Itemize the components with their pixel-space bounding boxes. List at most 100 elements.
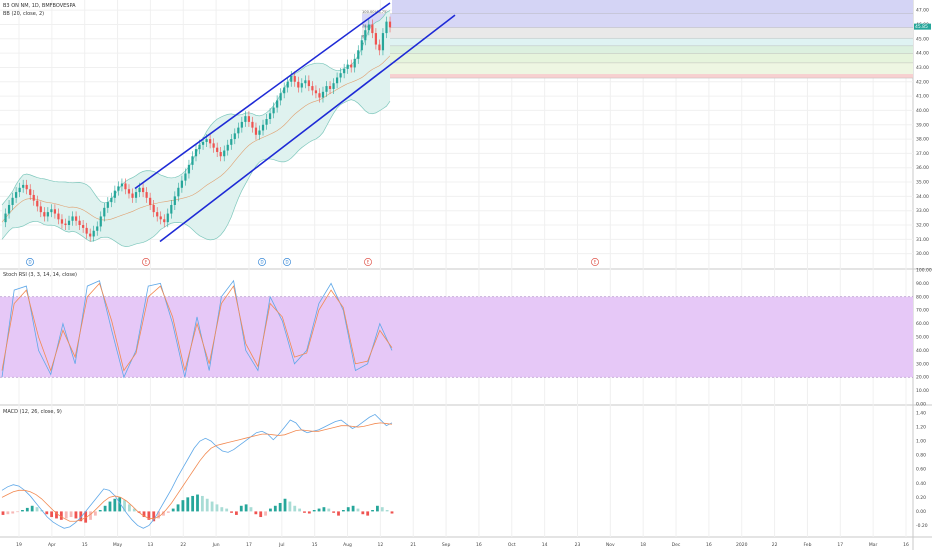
macd-histogram-bar bbox=[273, 505, 277, 512]
macd-histogram-bar bbox=[30, 505, 34, 512]
y-tick-label: 30.00 bbox=[916, 361, 929, 367]
macd-histogram-bar bbox=[93, 511, 97, 516]
macd-histogram-bar bbox=[215, 504, 219, 512]
event-marker-label: E bbox=[145, 260, 148, 265]
candle bbox=[364, 30, 367, 41]
candle bbox=[343, 68, 346, 74]
candle bbox=[145, 192, 148, 198]
macd-histogram-bar bbox=[235, 511, 238, 515]
candle bbox=[120, 183, 124, 187]
candle bbox=[283, 87, 286, 94]
channel-upper-line bbox=[134, 2, 391, 190]
x-tick-label: 15 bbox=[82, 542, 88, 548]
macd-histogram-bar bbox=[366, 511, 370, 516]
y-tick-label: -0.20 bbox=[916, 523, 928, 529]
macd-histogram-bar bbox=[108, 501, 112, 512]
candle bbox=[325, 86, 328, 92]
macd-histogram-bar bbox=[385, 510, 389, 512]
x-tick-label: May bbox=[113, 542, 123, 548]
macd-histogram-bar bbox=[55, 511, 58, 519]
macd-histogram-bar bbox=[259, 511, 263, 518]
candle bbox=[11, 197, 14, 205]
candle bbox=[152, 204, 155, 213]
macd-histogram-bar bbox=[361, 511, 365, 515]
x-tick-label: 16 bbox=[706, 542, 712, 548]
y-tick-label: 90.00 bbox=[916, 281, 929, 287]
macd-histogram-bar bbox=[162, 511, 165, 516]
macd-histogram-bar bbox=[79, 511, 83, 522]
macd-histogram-bar bbox=[371, 510, 374, 512]
y-tick-label: 60.00 bbox=[916, 321, 929, 327]
macd-histogram-bar bbox=[25, 507, 29, 512]
candle bbox=[163, 219, 166, 223]
macd-histogram-bar bbox=[307, 511, 311, 514]
stoch-legend: Stoch RSI (3, 3, 14, 14, close) bbox=[3, 272, 77, 278]
candle bbox=[74, 216, 78, 221]
bb-fill bbox=[2, 10, 390, 247]
candle bbox=[311, 86, 314, 91]
candle bbox=[43, 212, 46, 217]
event-marker-icon bbox=[591, 258, 599, 266]
candle bbox=[67, 220, 71, 226]
macd-histogram-bar bbox=[293, 505, 297, 512]
macd-histogram-bar bbox=[191, 495, 195, 512]
macd-histogram-bar bbox=[113, 498, 117, 512]
x-tick-label: 17 bbox=[837, 542, 843, 548]
macd-histogram-bar bbox=[269, 508, 272, 512]
candle bbox=[265, 119, 268, 125]
candle bbox=[15, 192, 18, 198]
candle bbox=[230, 139, 233, 145]
candle bbox=[293, 76, 296, 82]
macd-histogram-bar bbox=[45, 511, 49, 515]
candle bbox=[53, 209, 57, 214]
candle bbox=[82, 225, 85, 228]
x-tick-label: 16 bbox=[476, 542, 482, 548]
candle bbox=[4, 213, 7, 223]
y-tick-label: 10.00 bbox=[916, 388, 929, 394]
candle bbox=[191, 156, 194, 165]
candle bbox=[159, 216, 162, 220]
candle bbox=[240, 121, 243, 128]
y-tick-label: 100.00 bbox=[916, 268, 932, 274]
last-price-badge bbox=[914, 23, 931, 30]
fib-label: 100.00(46.75) bbox=[362, 10, 388, 14]
event-marker-icon bbox=[283, 258, 291, 266]
y-tick-label: 31.00 bbox=[916, 237, 929, 243]
candle bbox=[297, 81, 300, 88]
macd-histogram-bar bbox=[380, 507, 384, 512]
candle bbox=[46, 212, 49, 217]
y-tick-label: 1.20 bbox=[916, 425, 926, 431]
y-tick-label: 40.00 bbox=[916, 348, 929, 354]
candle bbox=[201, 141, 205, 145]
x-tick-label: Mar bbox=[869, 542, 878, 548]
y-tick-label: 70.00 bbox=[916, 308, 929, 314]
macd-histogram-bar bbox=[298, 508, 302, 512]
fib-zone bbox=[362, 45, 913, 54]
x-tick-label: 22 bbox=[180, 542, 186, 548]
candle bbox=[205, 139, 208, 142]
macd-signal-line bbox=[1, 422, 393, 522]
candle bbox=[226, 144, 229, 151]
y-tick-label: 47.00 bbox=[916, 8, 929, 14]
event-marker-label: E bbox=[367, 260, 370, 265]
macd-histogram-bar bbox=[157, 511, 160, 519]
y-tick-label: 0.20 bbox=[916, 495, 926, 501]
last-price-label: 45.85 bbox=[915, 24, 928, 30]
macd-histogram-bar bbox=[249, 507, 253, 512]
macd-histogram-bar bbox=[35, 507, 39, 512]
y-tick-label: 38.00 bbox=[916, 137, 929, 143]
macd-histogram-bar bbox=[327, 508, 331, 512]
macd-histogram-bar bbox=[69, 511, 73, 518]
macd-macd-line bbox=[1, 413, 393, 529]
macd-histogram-bar bbox=[186, 497, 190, 512]
fib-zone bbox=[362, 27, 913, 39]
bb-lower-line bbox=[1, 99, 391, 247]
y-tick-label: 20.00 bbox=[916, 375, 929, 381]
macd-histogram-bar bbox=[332, 511, 336, 513]
event-marker-icon bbox=[142, 258, 150, 266]
y-tick-label: 45.00 bbox=[916, 36, 929, 42]
event-marker-label: D bbox=[28, 260, 31, 265]
y-tick-label: 0.80 bbox=[916, 453, 926, 459]
candle bbox=[18, 187, 21, 193]
